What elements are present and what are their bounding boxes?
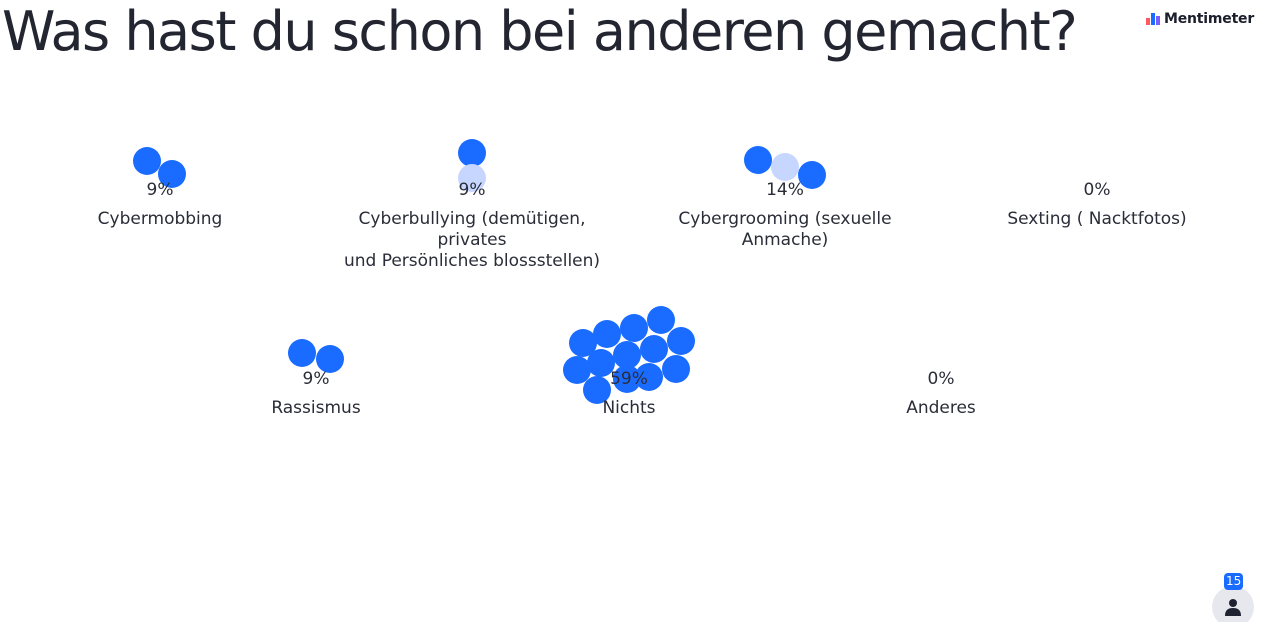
vote-bubble bbox=[640, 335, 668, 363]
option-percentage: 0% bbox=[927, 369, 955, 389]
vote-bubble bbox=[458, 164, 486, 192]
vote-bubble bbox=[158, 160, 186, 188]
option-label: Sexting ( Nacktfotos) bbox=[1007, 209, 1187, 229]
option-percentage: 0% bbox=[1083, 180, 1111, 200]
brand-logo: Mentimeter bbox=[1146, 11, 1254, 27]
option-percentage: 14% bbox=[766, 180, 804, 200]
option-label: Cybergrooming (sexuelle Anmache) bbox=[678, 209, 892, 250]
vote-bubble bbox=[667, 327, 695, 355]
slide-title: Was hast du schon bei anderen gemacht? bbox=[2, 0, 1078, 63]
vote-bubble bbox=[288, 339, 316, 367]
option-label: Rassismus bbox=[271, 398, 361, 418]
option-label: Cybermobbing bbox=[97, 209, 223, 229]
vote-bubble bbox=[620, 314, 648, 342]
option-percentage: 9% bbox=[146, 180, 174, 200]
vote-bubble bbox=[583, 376, 611, 404]
vote-bubble bbox=[587, 349, 615, 377]
vote-bubble bbox=[635, 363, 663, 391]
vote-bubble bbox=[647, 306, 675, 334]
vote-bubble bbox=[744, 146, 772, 174]
option-label: Cyberbullying (demütigen, privates und P… bbox=[343, 209, 601, 271]
brand-name: Mentimeter bbox=[1164, 11, 1255, 27]
vote-bubble bbox=[771, 153, 799, 181]
vote-bubble bbox=[613, 341, 641, 369]
option-label: Nichts bbox=[602, 398, 656, 418]
participant-count-badge: 15 bbox=[1224, 573, 1244, 590]
vote-bubble bbox=[133, 147, 161, 175]
vote-bubble bbox=[458, 139, 486, 167]
participants-button[interactable] bbox=[1212, 586, 1254, 622]
option-label: Anderes bbox=[906, 398, 976, 418]
option-percentage: 59% bbox=[610, 369, 648, 389]
vote-bubble bbox=[798, 161, 826, 189]
mentimeter-logo-icon bbox=[1146, 13, 1160, 25]
vote-bubble bbox=[316, 345, 344, 373]
option-percentage: 9% bbox=[458, 180, 486, 200]
person-icon bbox=[1225, 599, 1241, 616]
vote-bubble bbox=[662, 355, 690, 383]
option-percentage: 9% bbox=[302, 369, 330, 389]
vote-bubble bbox=[593, 320, 621, 348]
